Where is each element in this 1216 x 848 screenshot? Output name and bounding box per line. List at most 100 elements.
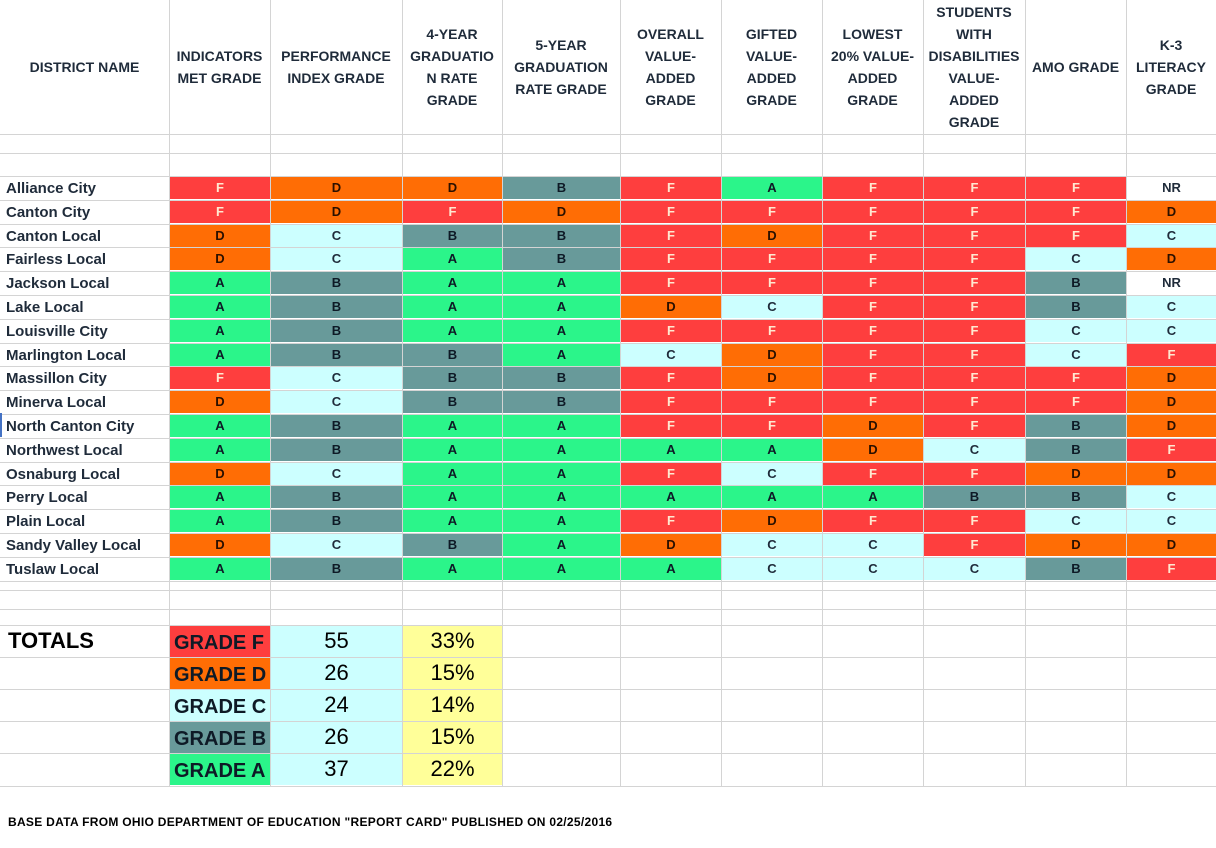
grade-cell[interactable]: F: [924, 462, 1025, 485]
grade-cell[interactable]: F: [1127, 557, 1216, 580]
district-name[interactable]: Jackson Local: [6, 275, 110, 293]
grade-cell[interactable]: D: [1127, 391, 1216, 414]
district-name[interactable]: North Canton City: [6, 418, 135, 435]
district-name[interactable]: Marlington Local: [6, 346, 126, 364]
grade-cell[interactable]: D: [1127, 462, 1216, 485]
grade-cell[interactable]: A: [503, 557, 620, 580]
grade-cell[interactable]: F: [621, 200, 721, 223]
grade-cell[interactable]: A: [503, 319, 620, 342]
grade-cell[interactable]: B: [271, 272, 402, 295]
grade-cell[interactable]: F: [924, 415, 1025, 437]
grade-cell[interactable]: B: [503, 391, 620, 414]
grade-cell[interactable]: A: [170, 486, 270, 509]
district-name[interactable]: Sandy Valley Local: [6, 537, 142, 554]
grade-cell[interactable]: A: [503, 272, 620, 295]
totals-count[interactable]: 24: [271, 690, 402, 721]
grade-cell[interactable]: A: [503, 343, 620, 366]
grade-cell[interactable]: F: [1026, 224, 1126, 247]
grade-cell[interactable]: F: [823, 224, 923, 247]
grade-cell[interactable]: F: [924, 272, 1025, 295]
grade-cell[interactable]: C: [722, 557, 822, 580]
totals-percent[interactable]: 15%: [403, 658, 502, 689]
grade-cell[interactable]: B: [403, 367, 502, 390]
grade-cell[interactable]: C: [271, 391, 402, 414]
grade-cell[interactable]: C: [924, 438, 1025, 461]
totals-percent[interactable]: 33%: [403, 626, 502, 657]
grade-cell[interactable]: D: [170, 224, 270, 247]
grade-cell[interactable]: A: [403, 248, 502, 271]
grade-cell[interactable]: A: [170, 272, 270, 295]
district-name[interactable]: Lake Local: [6, 299, 84, 316]
grade-cell[interactable]: C: [1026, 248, 1126, 271]
grade-cell[interactable]: D: [1127, 415, 1216, 437]
grade-cell[interactable]: C: [1127, 296, 1216, 318]
grade-cell[interactable]: F: [621, 177, 721, 199]
grade-cell[interactable]: D: [170, 534, 270, 556]
grade-cell[interactable]: C: [271, 224, 402, 247]
grade-cell[interactable]: F: [1026, 177, 1126, 199]
grade-cell[interactable]: D: [170, 248, 270, 271]
grade-cell[interactable]: A: [170, 510, 270, 533]
district-name[interactable]: Canton Local: [6, 227, 102, 245]
grade-cell[interactable]: C: [1127, 510, 1216, 533]
district-name[interactable]: Tuslaw Local: [6, 560, 100, 578]
grade-cell[interactable]: A: [403, 557, 502, 580]
grade-cell[interactable]: B: [1026, 415, 1126, 437]
district-name[interactable]: Plain Local: [6, 513, 86, 531]
grade-cell[interactable]: B: [271, 319, 402, 342]
grade-cell[interactable]: B: [403, 534, 502, 556]
grade-cell[interactable]: D: [722, 510, 822, 533]
grade-cell[interactable]: B: [403, 224, 502, 247]
grade-cell[interactable]: B: [403, 343, 502, 366]
grade-cell[interactable]: B: [271, 296, 402, 318]
grade-cell[interactable]: F: [823, 391, 923, 414]
grade-cell[interactable]: F: [1026, 367, 1126, 390]
grade-cell[interactable]: D: [403, 177, 502, 199]
grade-cell[interactable]: F: [722, 391, 822, 414]
grade-cell[interactable]: D: [621, 296, 721, 318]
grade-cell[interactable]: B: [1026, 486, 1126, 509]
grade-cell[interactable]: F: [924, 319, 1025, 342]
grade-cell[interactable]: B: [503, 224, 620, 247]
grade-cell[interactable]: D: [1026, 534, 1126, 556]
grade-cell[interactable]: A: [621, 486, 721, 509]
grade-cell[interactable]: C: [823, 534, 923, 556]
grade-cell[interactable]: A: [503, 438, 620, 461]
district-name[interactable]: Perry Local: [6, 489, 88, 507]
grade-cell[interactable]: D: [621, 534, 721, 556]
grade-cell[interactable]: F: [924, 510, 1025, 533]
grade-cell[interactable]: B: [1026, 296, 1126, 318]
grade-cell[interactable]: A: [503, 415, 620, 437]
grade-cell[interactable]: F: [924, 224, 1025, 247]
district-name[interactable]: Alliance City: [6, 180, 97, 197]
grade-cell[interactable]: C: [271, 534, 402, 556]
grade-cell[interactable]: D: [170, 391, 270, 414]
grade-cell[interactable]: B: [271, 343, 402, 366]
totals-count[interactable]: 55: [271, 626, 402, 657]
grade-cell[interactable]: B: [271, 438, 402, 461]
grade-cell[interactable]: B: [503, 367, 620, 390]
grade-cell[interactable]: A: [403, 415, 502, 437]
grade-cell[interactable]: B: [503, 177, 620, 199]
grade-cell[interactable]: A: [621, 557, 721, 580]
district-name[interactable]: Canton City: [6, 203, 91, 221]
grade-cell[interactable]: C: [722, 462, 822, 485]
grade-cell[interactable]: F: [823, 462, 923, 485]
grade-cell[interactable]: D: [271, 177, 402, 199]
grade-cell[interactable]: D: [1026, 462, 1126, 485]
grade-cell[interactable]: A: [823, 486, 923, 509]
grade-cell[interactable]: D: [170, 462, 270, 485]
totals-count[interactable]: 26: [271, 658, 402, 689]
grade-cell[interactable]: D: [1127, 367, 1216, 390]
grade-cell[interactable]: D: [722, 343, 822, 366]
grade-cell[interactable]: A: [503, 510, 620, 533]
grade-cell[interactable]: C: [271, 248, 402, 271]
grade-cell[interactable]: B: [924, 486, 1025, 509]
grade-cell[interactable]: B: [1026, 557, 1126, 580]
grade-cell[interactable]: B: [271, 486, 402, 509]
grade-cell[interactable]: D: [722, 367, 822, 390]
grade-cell[interactable]: C: [1026, 319, 1126, 342]
totals-percent[interactable]: 14%: [403, 690, 502, 721]
grade-cell[interactable]: A: [503, 486, 620, 509]
grade-cell[interactable]: A: [403, 486, 502, 509]
